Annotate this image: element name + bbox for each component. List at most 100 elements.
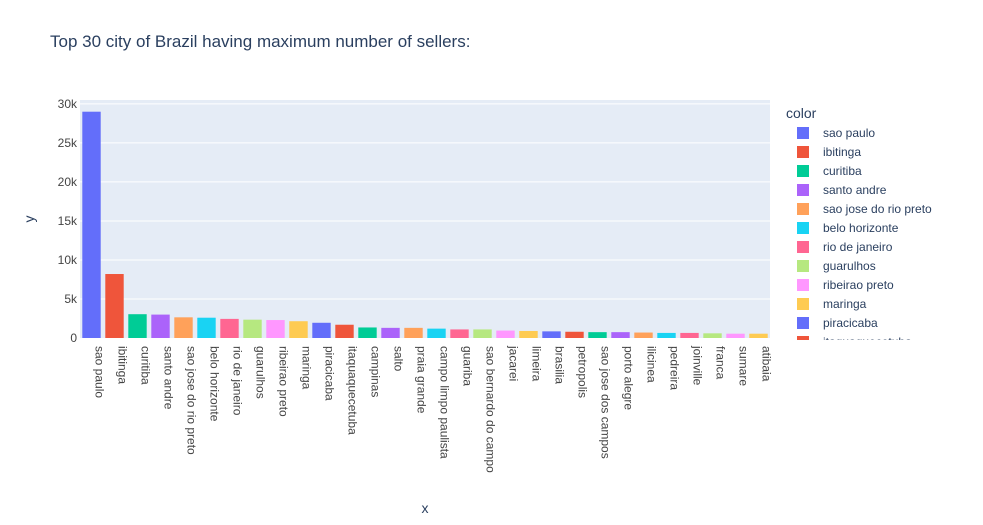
y-tick-label: 25k (58, 136, 78, 150)
legend-item[interactable]: itaquaquecetuba (797, 332, 912, 340)
legend-swatch (797, 297, 809, 310)
x-tick-label: sao jose do rio preto (185, 346, 199, 455)
legend-label: piracicaba (823, 315, 878, 330)
legend-swatch (797, 221, 809, 234)
bar[interactable] (335, 324, 354, 338)
legend-item[interactable]: sao paulo (797, 123, 875, 142)
legend-label: rio de janeiro (823, 239, 893, 254)
bar[interactable] (611, 332, 630, 338)
bar[interactable] (519, 330, 538, 338)
legend-swatch (797, 278, 809, 291)
bar[interactable] (381, 327, 400, 338)
bar[interactable] (358, 327, 377, 338)
bar[interactable] (174, 317, 193, 338)
x-tick-label: brasilia (553, 346, 567, 384)
legend-label: sao paulo (823, 125, 876, 140)
bar[interactable] (726, 333, 745, 338)
x-tick-label: franca (714, 346, 728, 380)
bar[interactable] (588, 332, 607, 338)
bar[interactable] (220, 318, 239, 338)
bar[interactable] (404, 327, 423, 338)
x-tick-label: ibitinga (116, 346, 130, 384)
bar[interactable] (496, 330, 515, 338)
x-tick-label: petropolis (576, 346, 590, 398)
legend-swatch (797, 183, 809, 196)
x-tick-label: campinas (369, 346, 383, 397)
bar[interactable] (105, 274, 124, 338)
x-tick-label: sao paulo (93, 346, 107, 398)
x-tick-label: piracicaba (323, 346, 337, 401)
legend-title: color (786, 105, 817, 121)
x-tick-label: campo limpo paulista (438, 346, 452, 459)
legend-item[interactable]: belo horizonte (797, 218, 898, 237)
legend-swatch (797, 259, 809, 272)
bar[interactable] (473, 329, 492, 338)
legend-swatch (797, 126, 809, 139)
bar[interactable] (82, 111, 101, 338)
bar[interactable] (749, 333, 768, 338)
bar[interactable] (427, 328, 446, 338)
legend-swatch (797, 164, 809, 177)
legend-item[interactable]: ibitinga (797, 142, 861, 161)
legend-label: maringa (823, 296, 867, 311)
bar[interactable] (243, 319, 262, 338)
legend[interactable]: color sao paulo ibitinga curitiba santo and… (784, 100, 974, 340)
chart-title: Top 30 city of Brazil having maximum num… (50, 32, 471, 51)
bar[interactable] (542, 331, 561, 338)
bar[interactable] (289, 321, 308, 338)
y-tick-label: 30k (58, 97, 78, 111)
bar[interactable] (703, 333, 722, 338)
bars[interactable] (82, 111, 768, 338)
bar[interactable] (450, 329, 469, 338)
x-tick-label: sao jose dos campos (599, 346, 613, 459)
x-tick-label: guariba (461, 346, 475, 386)
legend-swatch (797, 335, 809, 340)
x-tick-label: curitiba (139, 346, 153, 385)
legend-item[interactable]: rio de janeiro (797, 237, 892, 256)
y-tick-label: 5k (64, 292, 78, 306)
x-tick-label: atibaia (760, 346, 774, 382)
x-tick-label: sumare (737, 346, 751, 386)
legend-label: belo horizonte (823, 220, 899, 235)
x-tick-label: salto (392, 346, 406, 372)
grid-lines (80, 103, 770, 300)
x-tick-label: belo horizonte (208, 346, 222, 422)
y-tick-label: 10k (58, 253, 78, 267)
x-tick-label: santo andre (162, 346, 176, 410)
legend-swatch (797, 316, 809, 329)
legend-item[interactable]: santo andre (797, 180, 886, 199)
bar[interactable] (634, 332, 653, 338)
bar[interactable] (312, 322, 331, 338)
bar[interactable] (565, 331, 584, 338)
legend-label: guarulhos (823, 258, 876, 273)
legend-item[interactable]: maringa (797, 294, 866, 313)
legend-label: sao jose do rio preto (823, 201, 932, 216)
legend-item[interactable]: piracicaba (797, 313, 878, 332)
x-tick-label: ribeirao preto (277, 346, 291, 417)
x-axis-label: x (422, 500, 429, 516)
y-axis-ticks: 0 5k 10k 15k 20k 25k 30k (58, 97, 78, 345)
x-tick-label: praia grande (415, 346, 429, 414)
legend-item[interactable]: sao jose do rio preto (797, 199, 932, 218)
x-tick-label: maringa (300, 346, 314, 390)
legend-item[interactable]: ribeirao preto (797, 275, 894, 294)
x-tick-label: limeira (530, 346, 544, 382)
legend-item[interactable]: curitiba (797, 161, 862, 180)
legend-item[interactable]: guarulhos (797, 256, 876, 275)
x-tick-label: rio de janeiro (231, 346, 245, 416)
legend-label: curitiba (823, 163, 862, 178)
x-tick-label: sao bernardo do campo (484, 346, 498, 473)
x-tick-label: joinville (691, 345, 705, 386)
x-axis-ticks: sao paulo ibitinga curitiba santo andre sao … (93, 345, 774, 473)
bar[interactable] (657, 332, 676, 338)
bar[interactable] (197, 317, 216, 338)
legend-label: ibitinga (823, 144, 862, 159)
bar[interactable] (266, 320, 285, 338)
legend-label: ribeirao preto (823, 277, 894, 292)
bar[interactable] (128, 314, 147, 338)
x-tick-label: porto alegre (622, 346, 636, 410)
bar[interactable] (680, 332, 699, 338)
y-axis-label: y (21, 216, 37, 223)
bar[interactable] (151, 314, 170, 338)
